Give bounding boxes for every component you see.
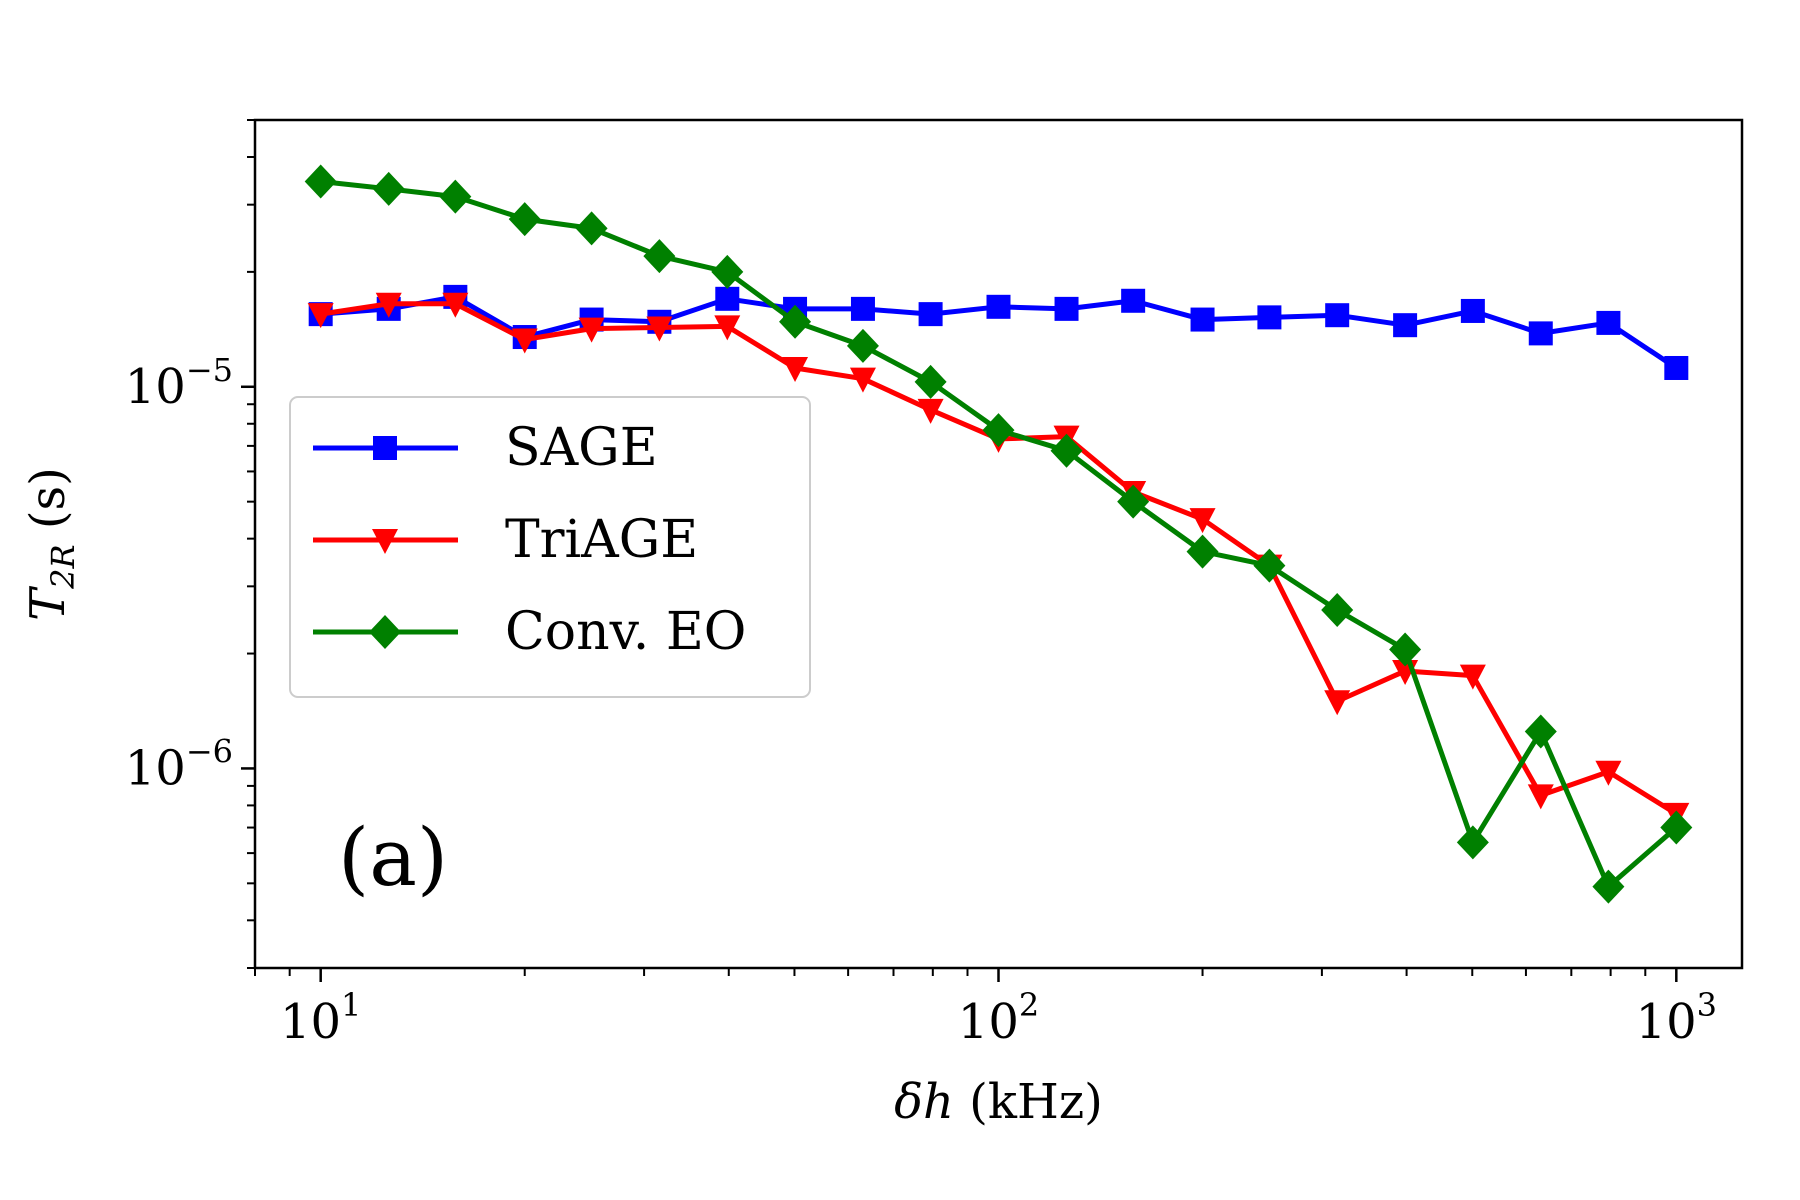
data-point-conv-eo (304, 164, 337, 199)
y-axis-label: T2R (s) (20, 467, 82, 621)
legend-label-sage: SAGE (505, 418, 658, 478)
data-point-sage (715, 286, 740, 311)
data-point-triage (1527, 784, 1554, 810)
x-tick-exp: 3 (1697, 986, 1717, 1024)
data-point-sage (1121, 288, 1146, 313)
data-point-conv-eo (1186, 534, 1219, 569)
data-point-conv-eo (1592, 869, 1625, 904)
data-point-triage (1595, 760, 1622, 786)
data-point-sage (1257, 305, 1282, 330)
data-point-triage (849, 367, 876, 393)
data-point-conv-eo (1456, 825, 1489, 860)
data-point-sage (986, 294, 1011, 319)
y-axis-label-unit: (s) (20, 467, 76, 544)
legend-box (289, 396, 811, 698)
data-point-sage (1528, 321, 1553, 346)
data-point-triage (442, 292, 469, 318)
data-point-triage (917, 398, 944, 424)
data-point-conv-eo (1050, 433, 1083, 468)
data-point-triage (375, 292, 402, 318)
data-point-sage (1596, 310, 1621, 335)
data-point-sage (1393, 313, 1418, 338)
legend-marker-triage (372, 529, 398, 554)
y-tick-label: 10−6 (125, 732, 233, 796)
data-point-conv-eo (1389, 632, 1422, 667)
y-axis-label-sub: 2R (44, 544, 82, 589)
data-point-sage (1054, 296, 1079, 321)
legend-marker-conv-eo (369, 615, 401, 649)
data-point-conv-eo (643, 239, 676, 274)
data-point-conv-eo (1660, 810, 1693, 845)
data-point-triage (646, 316, 673, 342)
x-tick-label: 102 (958, 986, 1039, 1050)
data-point-triage (307, 303, 334, 329)
data-point-sage (1664, 355, 1689, 380)
y-tick-label: 10−5 (125, 351, 233, 415)
x-tick-base: 10 (958, 994, 1019, 1050)
legend-item-triage: TriAGE (313, 510, 698, 570)
data-point-triage (1324, 690, 1351, 716)
legend-label-triage: TriAGE (505, 510, 698, 570)
data-point-sage (918, 302, 943, 327)
data-point-conv-eo (711, 254, 744, 289)
legend-item-sage: SAGE (313, 418, 658, 478)
x-tick-base: 10 (280, 994, 341, 1050)
data-point-conv-eo (1321, 593, 1354, 628)
series-sage (308, 284, 1689, 380)
data-point-conv-eo (1253, 548, 1286, 583)
data-point-triage (1459, 664, 1486, 690)
data-point-sage (1190, 307, 1215, 332)
y-tick-exp: −6 (186, 732, 233, 770)
data-point-conv-eo (1524, 714, 1557, 749)
data-point-sage (1460, 298, 1485, 323)
data-point-sage (1325, 303, 1350, 328)
data-point-triage (782, 356, 809, 382)
series-layer (304, 164, 1693, 904)
data-point-conv-eo (439, 179, 472, 214)
x-tick-exp: 2 (1019, 986, 1039, 1024)
legend-label-conv-eo: Conv. EO (505, 602, 746, 662)
x-tick-base: 10 (1636, 994, 1697, 1050)
data-point-conv-eo (914, 364, 947, 399)
y-tick-exp: −5 (186, 351, 233, 389)
legend: SAGE TriAGE Conv. EO (289, 396, 811, 698)
x-axis-label-var: δh (894, 1074, 954, 1130)
data-point-triage (511, 328, 538, 354)
legend-item-conv-eo: Conv. EO (313, 602, 746, 662)
data-point-sage (850, 296, 875, 321)
y-tick-base: 10 (125, 740, 186, 796)
y-tick-base: 10 (125, 359, 186, 415)
x-axis-label-unit: (kHz) (954, 1074, 1103, 1130)
data-point-conv-eo (982, 413, 1015, 448)
series-conv-eo (304, 164, 1693, 904)
data-point-triage (1189, 508, 1216, 534)
x-tick-label: 101 (280, 986, 361, 1050)
major-ticks (241, 385, 1678, 982)
y-axis-label-var: T (20, 586, 76, 621)
data-point-conv-eo (575, 211, 608, 246)
data-point-conv-eo (1117, 484, 1150, 519)
data-point-conv-eo (779, 304, 812, 339)
x-axis-label: δh (kHz) (894, 1074, 1103, 1130)
legend-marker-sage (373, 436, 397, 460)
minor-ticks (247, 119, 1647, 976)
data-point-conv-eo (846, 328, 879, 363)
panel-label: (a) (338, 811, 448, 904)
x-tick-exp: 1 (341, 986, 361, 1024)
x-tick-label: 103 (1636, 986, 1717, 1050)
data-point-triage (714, 315, 741, 341)
data-point-conv-eo (508, 202, 541, 237)
data-point-conv-eo (372, 171, 405, 206)
data-point-triage (578, 317, 605, 343)
